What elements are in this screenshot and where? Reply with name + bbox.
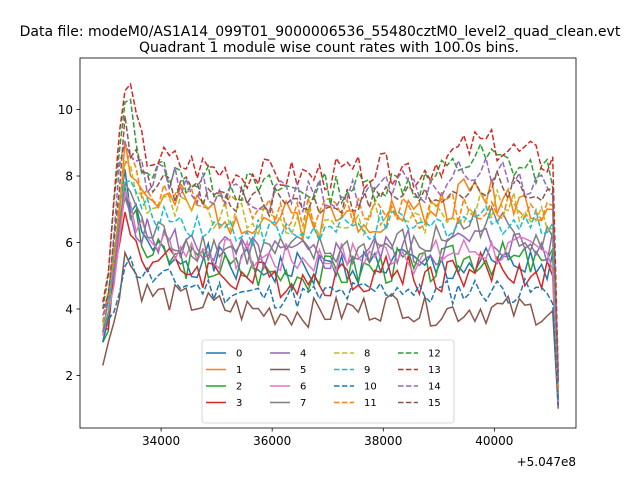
- series-line-9: [102, 179, 559, 393]
- y-tick-label: 6: [65, 236, 73, 250]
- x-tick-label: 36000: [253, 434, 291, 448]
- y-tick-label: 2: [65, 369, 73, 383]
- legend-label-12: 12: [428, 349, 441, 360]
- chart-suptitle: Data file: modeM0/AS1A14_099T01_90000065…: [20, 24, 621, 40]
- legend-label-8: 8: [364, 349, 370, 360]
- legend-label-5: 5: [300, 365, 306, 376]
- legend-label-11: 11: [364, 398, 377, 409]
- legend-label-9: 9: [364, 365, 370, 376]
- series-line-12: [102, 98, 559, 379]
- plot-area: 34000 36000 38000 4000024681001234567891011…: [58, 57, 577, 448]
- legend-label-2: 2: [236, 382, 242, 393]
- series-lines: [102, 82, 559, 409]
- axes-frame: [79, 57, 577, 429]
- legend-label-0: 0: [236, 349, 242, 360]
- series-line-15: [102, 115, 559, 383]
- legend-label-10: 10: [364, 382, 377, 393]
- legend-label-14: 14: [428, 382, 441, 393]
- legend-label-13: 13: [428, 365, 441, 376]
- legend-frame: [201, 339, 455, 424]
- x-offset-label: +5.047e8: [517, 455, 576, 469]
- series-line-14: [102, 139, 559, 383]
- series-line-8: [102, 160, 559, 393]
- series-line-2: [102, 186, 559, 403]
- y-tick-label: 4: [65, 302, 73, 316]
- x-tick-label: 40000: [475, 434, 513, 448]
- x-tick-label: 38000: [364, 434, 402, 448]
- series-line-13: [102, 82, 559, 373]
- legend-label-1: 1: [236, 365, 242, 376]
- legend-label-6: 6: [300, 382, 306, 393]
- legend-label-4: 4: [300, 349, 306, 360]
- legend-label-3: 3: [236, 398, 242, 409]
- legend-label-7: 7: [300, 398, 306, 409]
- x-tick-label: 34000: [142, 434, 180, 448]
- y-tick-label: 10: [58, 103, 73, 117]
- chart-title: Quadrant 1 module wise count rates with …: [139, 40, 519, 56]
- series-line-5: [102, 249, 559, 409]
- series-line-10: [102, 255, 559, 406]
- legend-label-15: 15: [428, 398, 441, 409]
- y-tick-label: 8: [65, 170, 73, 184]
- series-line-7: [102, 181, 559, 399]
- series-line-4: [102, 194, 559, 403]
